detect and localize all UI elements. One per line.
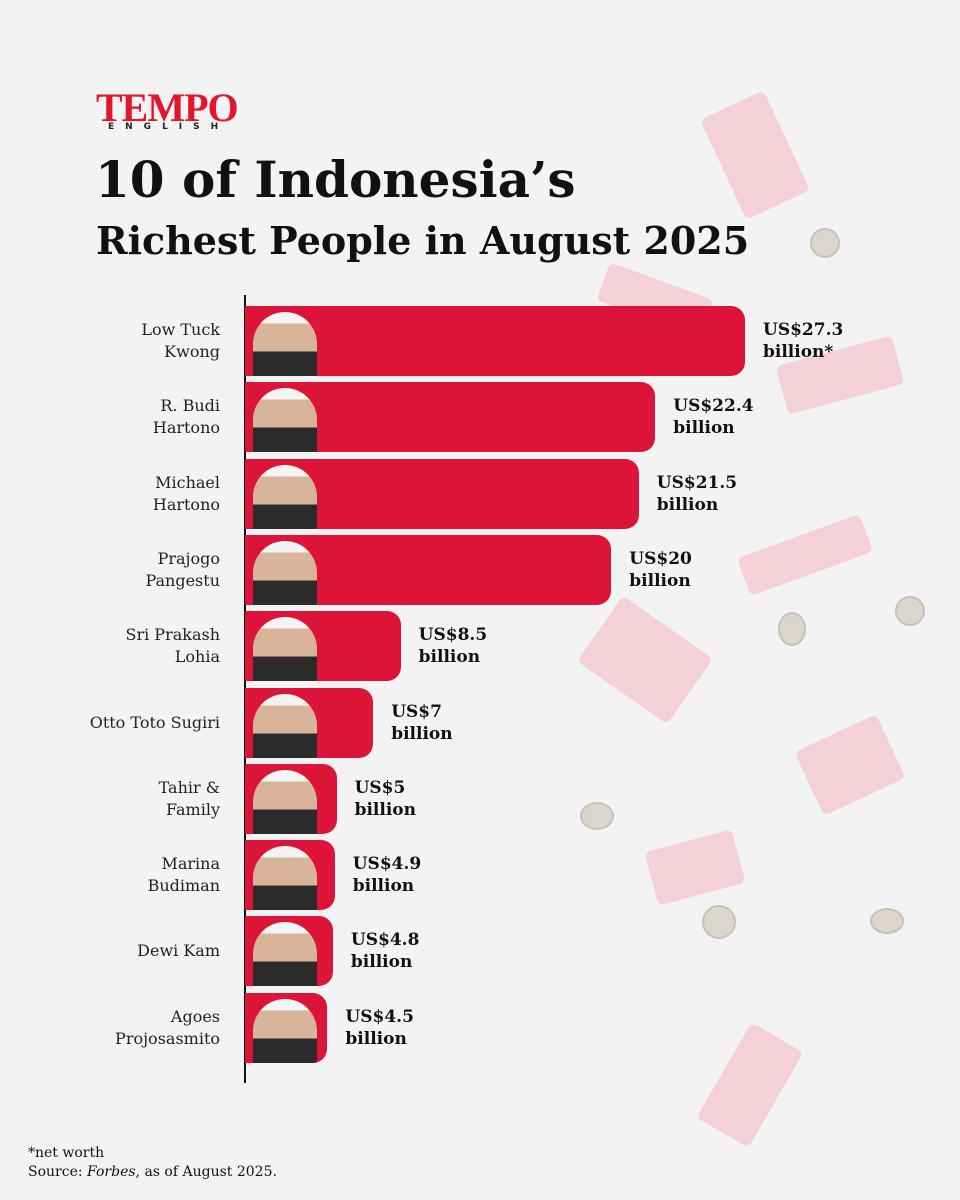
value-label: US$4.8 billion <box>350 930 420 973</box>
portrait <box>253 312 317 376</box>
source-suffix: , as of August 2025. <box>135 1164 277 1180</box>
bar <box>245 458 639 529</box>
decor <box>702 905 736 939</box>
portrait <box>253 693 317 758</box>
decor <box>895 596 925 626</box>
portrait <box>253 617 317 682</box>
value-label: US$7 billion <box>391 701 453 744</box>
decor <box>696 1022 804 1148</box>
value-label: US$22.4 billion <box>673 396 754 439</box>
bar <box>245 534 612 605</box>
bar <box>245 840 335 911</box>
decor <box>700 90 810 220</box>
decor <box>870 908 904 934</box>
bar <box>245 992 328 1063</box>
name-label: Agoes Projosasmito <box>115 1006 220 1048</box>
name-label: R. Budi Hartono <box>152 396 220 438</box>
chart-title: 10 of Indonesia’s <box>95 150 576 209</box>
portrait <box>253 388 317 453</box>
portrait <box>253 769 317 834</box>
chart-subtitle: Richest People in August 2025 <box>96 218 750 263</box>
bar <box>245 916 333 987</box>
portrait <box>253 998 317 1063</box>
name-label: Michael Hartono <box>152 472 220 514</box>
bar <box>245 763 337 834</box>
value-label: US$5 billion <box>354 777 416 820</box>
portrait <box>253 540 317 605</box>
name-label: Otto Toto Sugiri <box>89 712 220 732</box>
name-label: Prajogo Pangestu <box>145 548 220 590</box>
source-prefix: Source: <box>28 1164 88 1180</box>
value-label: US$20 billion <box>629 548 692 591</box>
footnote: *net worth <box>28 1145 105 1161</box>
name-label: Tahir & Family <box>158 777 220 819</box>
bar <box>245 382 656 453</box>
decor <box>810 228 840 258</box>
bar <box>245 687 374 758</box>
value-label: US$21.5 billion <box>656 472 738 515</box>
logo-sub: ENGLISH <box>108 122 230 132</box>
decor <box>644 829 746 906</box>
bar <box>245 306 745 376</box>
value-label: US$4.5 billion <box>345 1006 414 1049</box>
decor <box>737 513 873 597</box>
value-label: US$27.3 billion* <box>763 320 844 362</box>
portrait <box>253 922 317 987</box>
value-label: US$4.9 billion <box>352 854 422 897</box>
decor <box>778 612 806 646</box>
portrait <box>253 464 317 529</box>
name-label: Sri Prakash Lohia <box>125 625 220 667</box>
source: Source: Forbes, as of August 2025. <box>28 1164 277 1180</box>
bar <box>245 611 401 682</box>
value-label: US$8.5 billion <box>418 625 488 668</box>
source-name: Forbes <box>87 1164 136 1180</box>
name-label: Marina Budiman <box>147 854 220 896</box>
decor <box>577 595 713 725</box>
decor <box>580 802 614 830</box>
name-label: Low Tuck Kwong <box>141 320 220 361</box>
logo: TEMPO <box>96 85 239 130</box>
portrait <box>253 846 317 911</box>
name-label: Dewi Kam <box>137 941 220 961</box>
decor <box>794 714 906 816</box>
